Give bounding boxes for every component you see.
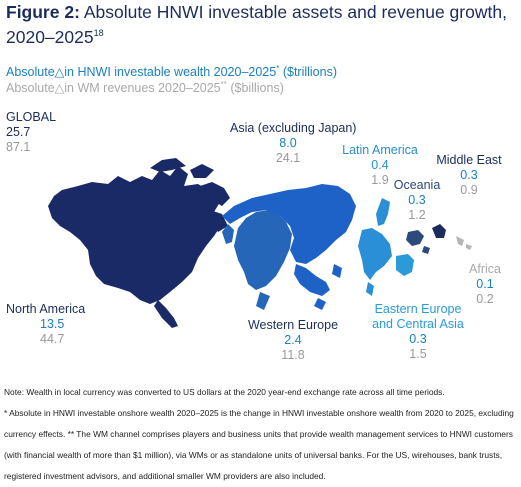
region-name: Latin America bbox=[342, 143, 418, 157]
region-revenue: 44.7 bbox=[40, 332, 65, 346]
asia-shape bbox=[222, 184, 356, 310]
region-wealth: 0.1 bbox=[476, 277, 494, 291]
north-america-shape bbox=[48, 158, 230, 328]
western-europe-shape bbox=[222, 210, 292, 310]
middle-east-shape bbox=[432, 224, 446, 238]
region-name: Africa bbox=[469, 262, 501, 276]
region-revenue: 0.9 bbox=[460, 183, 478, 197]
region-wealth: 13.5 bbox=[40, 317, 65, 331]
region-name: Middle East bbox=[436, 153, 502, 167]
region-name: North America bbox=[6, 302, 86, 316]
region-wealth: 8.0 bbox=[279, 136, 297, 150]
region-global: GLOBAL 25.7 87.1 bbox=[6, 110, 56, 155]
region-revenue: 0.2 bbox=[476, 292, 494, 306]
figure-footnote-ref: 18 bbox=[93, 28, 104, 38]
oceania-shape bbox=[406, 230, 430, 254]
region-revenue: 1.5 bbox=[409, 347, 427, 361]
region-wealth: 0.3 bbox=[409, 332, 427, 346]
region-north-america: North America 13.5 44.7 bbox=[6, 302, 85, 347]
region-oceania: Oceania 0.3 1.2 bbox=[387, 178, 447, 223]
legend-wealth: Absolute△in HNWI investable wealth 2020–… bbox=[6, 64, 338, 80]
region-name: Asia (excluding Japan) bbox=[230, 121, 357, 135]
region-wealth: 0.3 bbox=[408, 193, 426, 207]
region-revenue: 1.9 bbox=[371, 173, 389, 187]
region-name: Western Europe bbox=[247, 318, 339, 332]
region-name: GLOBAL bbox=[6, 110, 57, 124]
region-revenue: 87.1 bbox=[6, 140, 31, 154]
region-latin-america: Latin America 0.4 1.9 bbox=[337, 143, 423, 188]
region-name-line2: and Central Asia bbox=[372, 317, 464, 331]
africa-shape bbox=[456, 236, 472, 250]
region-wealth: 0.3 bbox=[460, 168, 478, 182]
latin-america-shape bbox=[358, 198, 392, 296]
legend-revenue: Absolute△in WM revenues 2020–2025** ($bi… bbox=[6, 80, 284, 96]
region-revenue: 1.2 bbox=[408, 208, 426, 222]
note-definitions: * Absolute in HNWI investable onshore we… bbox=[4, 408, 514, 481]
region-middle-east: Middle East 0.3 0.9 bbox=[431, 153, 507, 198]
world-map bbox=[48, 158, 472, 328]
note-currency: Note: Wealth in local currency was conve… bbox=[4, 387, 445, 397]
delta-icon: △ bbox=[54, 65, 65, 80]
region-africa: Africa 0.1 0.2 bbox=[460, 262, 510, 307]
figure-title-text: Absolute HNWI investable assets and reve… bbox=[6, 2, 507, 47]
region-name: Eastern Europe bbox=[374, 302, 462, 316]
region-western-europe: Western Europe 2.4 11.8 bbox=[240, 318, 346, 363]
region-revenue: 11.8 bbox=[281, 348, 305, 362]
figure-title: Figure 2: Absolute HNWI investable asset… bbox=[6, 2, 516, 48]
region-eastern-europe: Eastern Europe and Central Asia 0.3 1.5 bbox=[360, 302, 476, 362]
region-wealth: 2.4 bbox=[284, 333, 302, 347]
region-asia: Asia (excluding Japan) 8.0 24.1 bbox=[230, 121, 357, 166]
eastern-europe-shape bbox=[396, 254, 414, 276]
footnotes: Note: Wealth in local currency was conve… bbox=[4, 382, 518, 487]
region-wealth: 25.7 bbox=[6, 125, 31, 139]
figure-label: Figure 2: bbox=[6, 2, 80, 22]
delta-icon: △ bbox=[54, 81, 65, 96]
region-revenue: 24.1 bbox=[275, 151, 301, 165]
region-wealth: 0.4 bbox=[371, 158, 389, 172]
region-name: Oceania bbox=[393, 178, 441, 192]
